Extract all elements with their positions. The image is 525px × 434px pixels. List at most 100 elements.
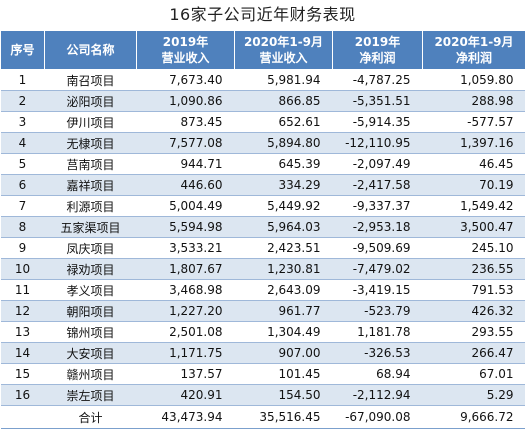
cell-index: 5 — [0, 153, 45, 175]
table-row: 12 朝阳项目 1,227.20 961.77 -523.79 426.32 — [0, 300, 525, 322]
cell-revenue-2020: 5,894.80 — [234, 132, 333, 154]
cell-revenue-2019: 137.57 — [136, 363, 235, 385]
cell-company-name: 锦州项目 — [44, 321, 137, 343]
cell-revenue-2019: 446.60 — [136, 174, 235, 196]
total-net-profit-2019: -67,090.08 — [332, 405, 423, 429]
cell-index: 3 — [0, 111, 45, 133]
total-revenue-2019: 43,473.94 — [136, 405, 235, 429]
cell-net-profit-2019: -523.79 — [332, 300, 423, 322]
cell-revenue-2020: 5,964.03 — [234, 216, 333, 238]
header-net-profit-2019: 2019年净利润 — [332, 30, 423, 70]
header-revenue-2019-line1: 2019年 — [162, 35, 209, 49]
cell-index: 12 — [0, 300, 45, 322]
cell-company-name: 禄劝项目 — [44, 258, 137, 280]
table-row: 6 嘉祥项目 446.60 334.29 -2,417.58 70.19 — [0, 174, 525, 196]
cell-company-name: 凤庆项目 — [44, 237, 137, 259]
header-net-profit-2020: 2020年1-9月 净利润 — [422, 30, 525, 70]
cell-revenue-2019: 873.45 — [136, 111, 235, 133]
cell-revenue-2019: 7,673.40 — [136, 69, 235, 91]
header-net-profit-2020-line1: 2020年1-9月 — [434, 35, 514, 49]
cell-net-profit-2019: -2,097.49 — [332, 153, 423, 175]
table-footer: 合计 43,473.94 35,516.45 -67,090.08 9,666.… — [0, 405, 525, 429]
header-net-profit-2019-line1: 2019年 — [354, 35, 401, 49]
cell-net-profit-2019: 1,181.78 — [332, 321, 423, 343]
cell-index: 13 — [0, 321, 45, 343]
header-net-profit-2019-line2: 净利润 — [359, 51, 396, 65]
cell-revenue-2020: 5,981.94 — [234, 69, 333, 91]
cell-net-profit-2020: 67.01 — [422, 363, 525, 385]
header-revenue-2020-line2: 营业收入 — [259, 51, 308, 65]
cell-net-profit-2020: 1,397.16 — [422, 132, 525, 154]
cell-net-profit-2020: 293.55 — [422, 321, 525, 343]
cell-revenue-2020: 866.85 — [234, 90, 333, 112]
cell-revenue-2019: 3,468.98 — [136, 279, 235, 301]
cell-revenue-2019: 1,227.20 — [136, 300, 235, 322]
table-row: 14 大安项目 1,171.75 907.00 -326.53 266.47 — [0, 342, 525, 364]
cell-index: 16 — [0, 384, 45, 406]
cell-revenue-2020: 334.29 — [234, 174, 333, 196]
table-row: 15 赣州项目 137.57 101.45 68.94 67.01 — [0, 363, 525, 385]
cell-net-profit-2019: -7,479.02 — [332, 258, 423, 280]
cell-net-profit-2020: 288.98 — [422, 90, 525, 112]
cell-net-profit-2020: 791.53 — [422, 279, 525, 301]
cell-index: 4 — [0, 132, 45, 154]
cell-net-profit-2019: -2,417.58 — [332, 174, 423, 196]
table-row: 5 莒南项目 944.71 645.39 -2,097.49 46.45 — [0, 153, 525, 175]
cell-index: 9 — [0, 237, 45, 259]
cell-revenue-2019: 944.71 — [136, 153, 235, 175]
table-row: 10 禄劝项目 1,807.67 1,230.81 -7,479.02 236.55 — [0, 258, 525, 280]
total-revenue-2020: 35,516.45 — [234, 405, 333, 429]
header-net-profit-2020-line2: 净利润 — [455, 51, 492, 65]
cell-company-name: 南召项目 — [44, 69, 137, 91]
header-revenue-2020: 2020年1-9月 营业收入 — [234, 30, 333, 70]
cell-revenue-2019: 3,533.21 — [136, 237, 235, 259]
cell-revenue-2020: 961.77 — [234, 300, 333, 322]
cell-revenue-2019: 2,501.08 — [136, 321, 235, 343]
header-company: 公司名称 — [44, 30, 137, 70]
table-row: 3 伊川项目 873.45 652.61 -5,914.35 -577.57 — [0, 111, 525, 133]
cell-net-profit-2020: 426.32 — [422, 300, 525, 322]
cell-company-name: 嘉祥项目 — [44, 174, 137, 196]
cell-revenue-2019: 1,807.67 — [136, 258, 235, 280]
cell-company-name: 赣州项目 — [44, 363, 137, 385]
header-index: 序号 — [0, 30, 45, 70]
header-row: 序号 公司名称 2019年 营业收入 2020年1-9月 营业收入 2019年 净利润… — [0, 30, 525, 70]
cell-net-profit-2019: -2,953.18 — [332, 216, 423, 238]
cell-net-profit-2019: 68.94 — [332, 363, 423, 385]
cell-company-name: 大安项目 — [44, 342, 137, 364]
table-row: 2 泌阳项目 1,090.86 866.85 -5,351.51 288.98 — [0, 90, 525, 112]
cell-revenue-2020: 154.50 — [234, 384, 333, 406]
cell-revenue-2020: 645.39 — [234, 153, 333, 175]
table-row: 8 五家渠项目 5,594.98 5,964.03 -2,953.18 3,500.47 — [0, 216, 525, 238]
cell-index: 10 — [0, 258, 45, 280]
cell-revenue-2020: 5,449.92 — [234, 195, 333, 217]
cell-company-name: 崇左项目 — [44, 384, 137, 406]
table-title: 16家子公司近年财务表现 — [169, 5, 356, 24]
cell-net-profit-2019: -3,419.15 — [332, 279, 423, 301]
cell-revenue-2020: 1,304.49 — [234, 321, 333, 343]
cell-net-profit-2020: -577.57 — [422, 111, 525, 133]
cell-company-name: 五家渠项目 — [44, 216, 137, 238]
cell-net-profit-2020: 70.19 — [422, 174, 525, 196]
cell-revenue-2020: 652.61 — [234, 111, 333, 133]
cell-net-profit-2020: 3,500.47 — [422, 216, 525, 238]
cell-revenue-2019: 1,171.75 — [136, 342, 235, 364]
cell-company-name: 利源项目 — [44, 195, 137, 217]
cell-net-profit-2020: 266.47 — [422, 342, 525, 364]
table-header: 序号 公司名称 2019年 营业收入 2020年1-9月 营业收入 2019年 净利润… — [0, 30, 525, 70]
cell-index: 8 — [0, 216, 45, 238]
cell-net-profit-2020: 245.10 — [422, 237, 525, 259]
cell-company-name: 无棣项目 — [44, 132, 137, 154]
cell-revenue-2019: 5,004.49 — [136, 195, 235, 217]
table-row: 7 利源项目 5,004.49 5,449.92 -9,337.37 1,549.42 — [0, 195, 525, 217]
cell-net-profit-2019: -2,112.94 — [332, 384, 423, 406]
cell-company-name: 泌阳项目 — [44, 90, 137, 112]
total-net-profit-2020: 9,666.72 — [422, 405, 525, 429]
cell-index: 7 — [0, 195, 45, 217]
cell-index: 11 — [0, 279, 45, 301]
header-revenue-2019: 2019年 营业收入 — [136, 30, 235, 70]
table-row: 13 锦州项目 2,501.08 1,304.49 1,181.78 293.55 — [0, 321, 525, 343]
table-row: 1 南召项目 7,673.40 5,981.94 -4,787.25 1,059.80 — [0, 69, 525, 91]
cell-index: 2 — [0, 90, 45, 112]
cell-revenue-2019: 7,577.08 — [136, 132, 235, 154]
